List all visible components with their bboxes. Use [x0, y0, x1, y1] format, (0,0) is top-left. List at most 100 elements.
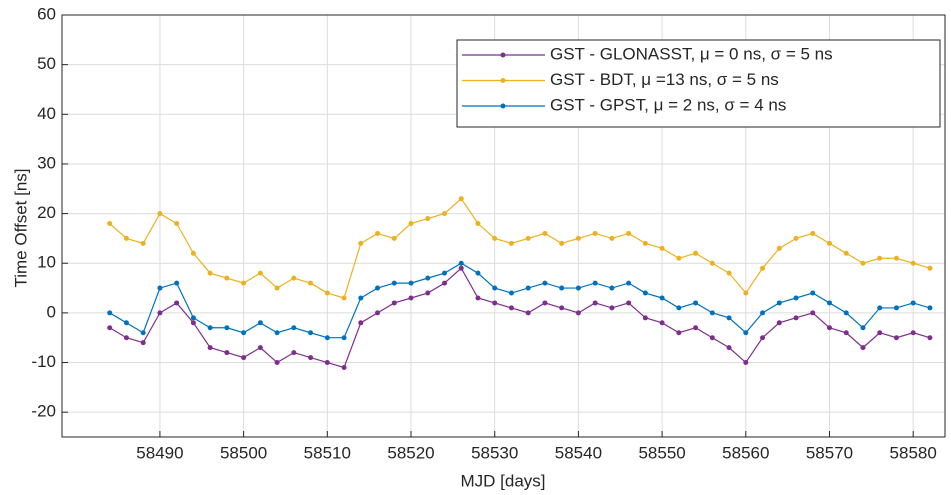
data-point: [676, 305, 682, 311]
data-point: [492, 300, 498, 306]
data-point: [793, 315, 799, 321]
data-point: [341, 295, 347, 301]
data-point: [843, 330, 849, 336]
data-point: [291, 350, 297, 356]
data-point: [793, 295, 799, 301]
data-point: [626, 230, 632, 236]
data-point: [157, 310, 163, 316]
series-line: [109, 262, 931, 339]
data-point: [743, 360, 749, 366]
data-point: [224, 275, 230, 281]
data-point: [174, 300, 180, 306]
data-point: [609, 235, 615, 241]
data-point: [358, 295, 364, 301]
data-point: [760, 265, 766, 271]
legend-label: GST - GLONASST, μ = 0 ns, σ = 5 ns: [550, 44, 833, 63]
legend-label: GST - GPST, μ = 2 ns, σ = 4 ns: [550, 95, 786, 114]
y-tick-label: -20: [31, 402, 56, 421]
data-point: [626, 280, 632, 286]
data-point: [542, 280, 548, 286]
data-point: [358, 240, 364, 246]
data-point: [274, 330, 280, 336]
data-point: [508, 305, 514, 311]
data-point: [241, 355, 247, 361]
data-point: [575, 235, 581, 241]
x-tick-label: 58500: [220, 443, 267, 462]
data-point: [425, 216, 431, 222]
legend: GST - GLONASST, μ = 0 ns, σ = 5 ns GST - …: [456, 39, 941, 128]
plot-frame: [61, 14, 946, 438]
data-point: [642, 240, 648, 246]
data-point: [877, 255, 883, 261]
data-point: [358, 320, 364, 326]
data-point: [107, 221, 113, 227]
data-point: [626, 300, 632, 306]
data-point: [492, 285, 498, 291]
data-point: [157, 285, 163, 291]
y-axis-label: Time Offset [ns]: [11, 168, 30, 287]
data-point: [291, 275, 297, 281]
data-point: [241, 330, 247, 336]
legend-marker: [500, 103, 506, 109]
data-point: [575, 285, 581, 291]
y-tick-label: 20: [37, 203, 56, 222]
legend-marker: [500, 78, 506, 83]
data-point: [207, 325, 213, 331]
legend-label: GST - BDT, μ =13 ns, σ = 5 ns: [550, 70, 779, 89]
data-point: [475, 270, 481, 276]
x-tick-label: 58510: [304, 443, 351, 462]
data-point: [157, 211, 163, 217]
data-point: [709, 260, 715, 266]
y-tick-label: 40: [37, 104, 56, 123]
data-point: [826, 300, 832, 306]
data-point: [726, 270, 732, 276]
data-point: [525, 235, 531, 241]
data-point: [375, 285, 381, 291]
x-tick-label: 58490: [136, 443, 183, 462]
data-point: [910, 300, 916, 306]
data-point: [274, 285, 280, 291]
data-point: [860, 325, 866, 331]
data-point: [893, 255, 899, 261]
data-point: [475, 221, 481, 227]
data-point: [910, 260, 916, 266]
data-point: [391, 235, 397, 241]
x-tick-label: 58520: [387, 443, 434, 462]
y-tick-label: 30: [37, 153, 56, 172]
data-point: [542, 300, 548, 306]
data-point: [525, 310, 531, 316]
data-point: [123, 235, 129, 241]
data-point: [123, 335, 129, 341]
data-point: [810, 290, 816, 296]
data-point: [776, 320, 782, 326]
data-point: [726, 345, 732, 351]
data-point: [860, 260, 866, 266]
data-point: [140, 240, 146, 246]
data-point: [659, 245, 665, 251]
data-point: [693, 325, 699, 331]
data-point: [492, 235, 498, 241]
data-point: [408, 295, 414, 301]
data-point: [475, 295, 481, 301]
data-point: [174, 280, 180, 286]
data-point: [274, 360, 280, 366]
data-point: [207, 270, 213, 276]
data-point: [743, 290, 749, 296]
data-point: [391, 300, 397, 306]
data-point: [760, 310, 766, 316]
data-point: [609, 305, 615, 311]
y-tick-label: 50: [37, 54, 56, 73]
data-point: [508, 240, 514, 246]
data-point: [592, 300, 598, 306]
data-point: [174, 221, 180, 227]
data-point: [341, 335, 347, 341]
data-point: [810, 230, 816, 236]
y-tick-label: 10: [37, 253, 56, 272]
data-point: [508, 290, 514, 296]
data-point: [542, 230, 548, 236]
data-point: [826, 240, 832, 246]
data-point: [341, 364, 347, 370]
data-point: [324, 335, 330, 341]
data-point: [843, 250, 849, 256]
